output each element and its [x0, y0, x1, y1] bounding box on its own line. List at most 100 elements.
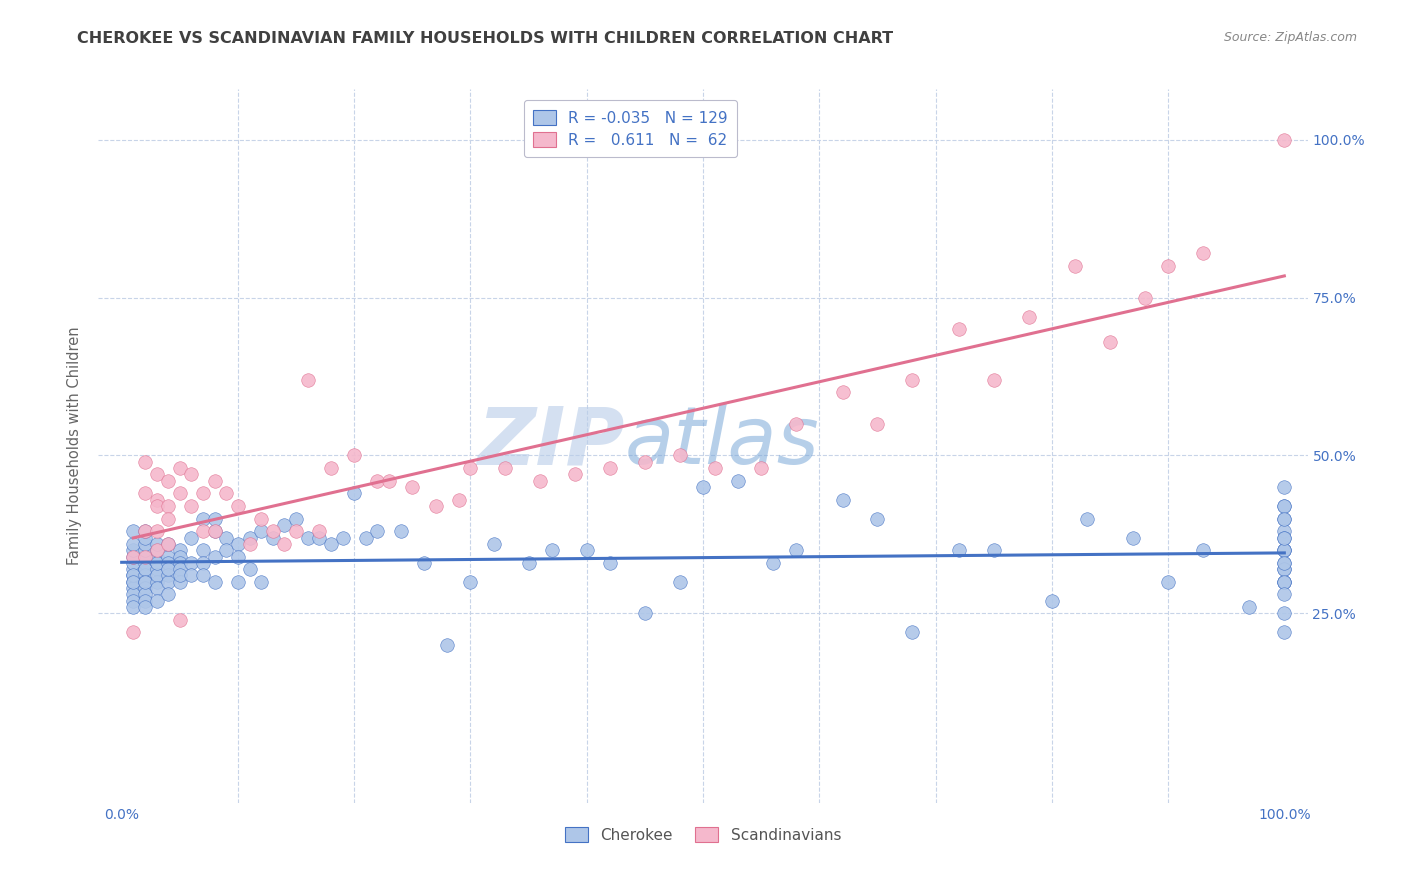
- Point: [319, 537, 342, 551]
- Point: [226, 549, 249, 564]
- Point: [239, 537, 262, 551]
- Point: [1272, 574, 1295, 589]
- Point: [122, 562, 145, 576]
- Point: [319, 461, 342, 475]
- Point: [145, 568, 167, 582]
- Point: [134, 574, 156, 589]
- Point: [169, 568, 191, 582]
- Point: [332, 531, 354, 545]
- Point: [145, 524, 167, 539]
- Point: [157, 574, 180, 589]
- Point: [785, 543, 807, 558]
- Point: [134, 549, 156, 564]
- Point: [1272, 556, 1295, 570]
- Point: [122, 524, 145, 539]
- Point: [297, 531, 319, 545]
- Point: [157, 537, 180, 551]
- Y-axis label: Family Households with Children: Family Households with Children: [67, 326, 83, 566]
- Point: [447, 492, 470, 507]
- Point: [145, 499, 167, 513]
- Text: CHEROKEE VS SCANDINAVIAN FAMILY HOUSEHOLDS WITH CHILDREN CORRELATION CHART: CHEROKEE VS SCANDINAVIAN FAMILY HOUSEHOL…: [77, 31, 893, 46]
- Point: [215, 486, 238, 500]
- Point: [157, 587, 180, 601]
- Point: [157, 562, 180, 576]
- Point: [134, 556, 156, 570]
- Point: [250, 511, 273, 525]
- Point: [1272, 562, 1295, 576]
- Point: [1272, 531, 1295, 545]
- Point: [122, 600, 145, 615]
- Point: [901, 625, 924, 640]
- Point: [134, 524, 156, 539]
- Point: [122, 593, 145, 607]
- Point: [1239, 600, 1261, 615]
- Point: [285, 511, 308, 525]
- Point: [134, 486, 156, 500]
- Point: [134, 524, 156, 539]
- Point: [134, 587, 156, 601]
- Point: [145, 556, 167, 570]
- Point: [180, 499, 202, 513]
- Point: [215, 543, 238, 558]
- Point: [1272, 480, 1295, 494]
- Point: [239, 562, 262, 576]
- Point: [1272, 556, 1295, 570]
- Point: [482, 537, 505, 551]
- Point: [634, 607, 657, 621]
- Point: [191, 568, 214, 582]
- Point: [727, 474, 749, 488]
- Point: [250, 524, 273, 539]
- Point: [134, 600, 156, 615]
- Point: [134, 581, 156, 595]
- Point: [157, 474, 180, 488]
- Point: [169, 549, 191, 564]
- Point: [366, 474, 388, 488]
- Point: [1064, 259, 1087, 273]
- Point: [262, 531, 284, 545]
- Point: [134, 574, 156, 589]
- Point: [1272, 562, 1295, 576]
- Point: [762, 556, 785, 570]
- Point: [145, 549, 167, 564]
- Point: [122, 568, 145, 582]
- Point: [308, 531, 330, 545]
- Point: [204, 474, 226, 488]
- Point: [134, 531, 156, 545]
- Point: [599, 461, 621, 475]
- Point: [494, 461, 516, 475]
- Point: [1018, 310, 1040, 324]
- Point: [122, 549, 145, 564]
- Point: [564, 467, 586, 482]
- Point: [785, 417, 807, 431]
- Point: [122, 625, 145, 640]
- Point: [134, 562, 156, 576]
- Point: [145, 593, 167, 607]
- Point: [145, 574, 167, 589]
- Point: [634, 455, 657, 469]
- Point: [145, 562, 167, 576]
- Point: [1272, 607, 1295, 621]
- Point: [1098, 334, 1121, 349]
- Point: [1040, 593, 1063, 607]
- Point: [204, 524, 226, 539]
- Point: [436, 638, 458, 652]
- Point: [1272, 543, 1295, 558]
- Point: [948, 322, 970, 336]
- Point: [1192, 246, 1215, 260]
- Point: [134, 537, 156, 551]
- Point: [866, 511, 889, 525]
- Point: [122, 581, 145, 595]
- Point: [204, 549, 226, 564]
- Point: [460, 574, 482, 589]
- Point: [215, 531, 238, 545]
- Point: [262, 524, 284, 539]
- Point: [1272, 574, 1295, 589]
- Point: [157, 568, 180, 582]
- Point: [389, 524, 412, 539]
- Point: [250, 574, 273, 589]
- Point: [169, 574, 191, 589]
- Point: [703, 461, 725, 475]
- Legend: Cherokee, Scandinavians: Cherokee, Scandinavians: [558, 821, 848, 848]
- Point: [668, 574, 690, 589]
- Point: [1157, 574, 1180, 589]
